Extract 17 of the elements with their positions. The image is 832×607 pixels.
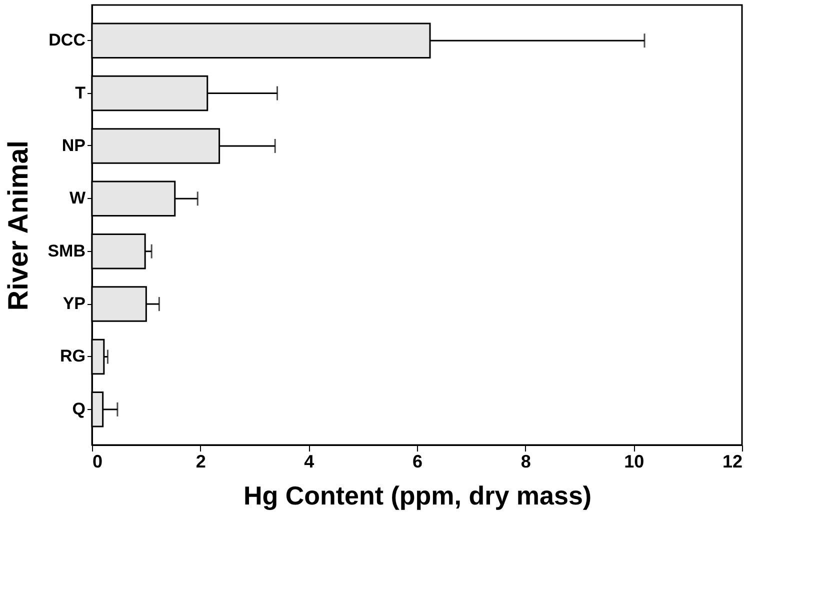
- x-tick-label: 8: [520, 452, 531, 472]
- y-tick-label: Q: [72, 399, 86, 418]
- y-tick-label: W: [69, 188, 86, 208]
- y-tick-label: YP: [62, 294, 86, 314]
- y-tick-label: T: [75, 83, 86, 102]
- x-tick-label: 0: [92, 452, 103, 472]
- y-tick-label: DCC: [48, 30, 86, 50]
- x-tick-label: 4: [304, 452, 314, 472]
- x-tick-label: 2: [196, 452, 206, 472]
- x-tick-label: 10: [624, 452, 644, 472]
- y-tick-label: RG: [60, 346, 86, 366]
- x-tick-label: 6: [412, 452, 423, 472]
- x-tick-label: 12: [722, 452, 742, 472]
- x-axis-title: Hg Content (ppm, dry mass): [243, 480, 592, 510]
- y-tick-label: SMB: [48, 241, 86, 260]
- y-axis-title: River Animal: [2, 140, 34, 311]
- y-tick-label: NP: [62, 136, 86, 155]
